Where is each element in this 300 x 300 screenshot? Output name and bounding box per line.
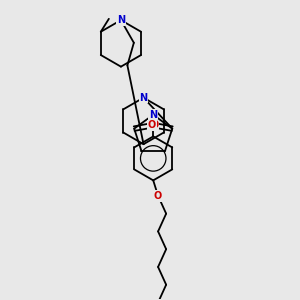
Text: O: O xyxy=(154,191,162,201)
Text: O: O xyxy=(148,120,156,130)
Text: N: N xyxy=(117,15,125,25)
Text: N: N xyxy=(149,110,157,120)
Text: N: N xyxy=(140,93,148,103)
Text: O: O xyxy=(150,120,159,130)
